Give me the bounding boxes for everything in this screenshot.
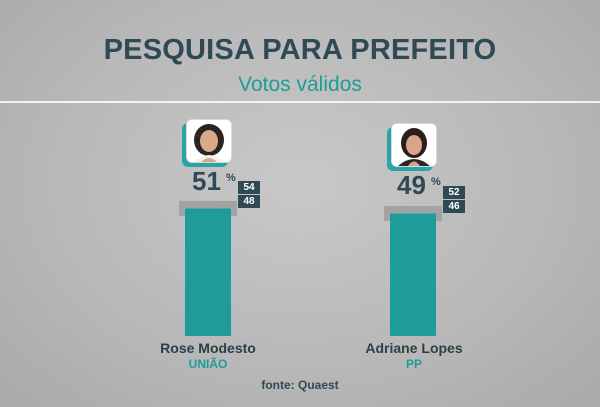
bar-rose-modesto bbox=[185, 208, 231, 336]
chart-title: PESQUISA PARA PREFEITO bbox=[103, 34, 497, 66]
person-icon bbox=[392, 124, 436, 166]
upper-bound-badge-adriane-lopes: 52 bbox=[443, 186, 465, 199]
candidate-photo-rose-modesto bbox=[186, 119, 232, 163]
title-divider bbox=[0, 101, 600, 103]
percent-symbol: % bbox=[226, 172, 236, 184]
party-label-adriane-lopes: PP bbox=[405, 357, 422, 371]
chart-subtitle: Votos válidos bbox=[238, 73, 362, 96]
person-icon bbox=[187, 120, 231, 162]
category-label-adriane-lopes: Adriane Lopes bbox=[365, 340, 463, 356]
bar-adriane-lopes bbox=[390, 213, 436, 336]
category-label-rose-modesto: Rose Modesto bbox=[160, 340, 256, 356]
upper-bound-badge-rose-modesto: 54 bbox=[238, 181, 260, 194]
source-label: fonte: Quaest bbox=[261, 378, 339, 392]
lower-bound-badge-rose-modesto: 48 bbox=[238, 195, 260, 208]
percent-symbol: % bbox=[431, 176, 441, 188]
value-label-adriane-lopes: 49 bbox=[397, 170, 426, 200]
value-label-rose-modesto: 51 bbox=[192, 166, 221, 196]
candidate-photo-adriane-lopes bbox=[391, 123, 437, 167]
lower-bound-badge-adriane-lopes: 46 bbox=[443, 200, 465, 213]
party-label-rose-modesto: UNIÃO bbox=[188, 357, 228, 371]
